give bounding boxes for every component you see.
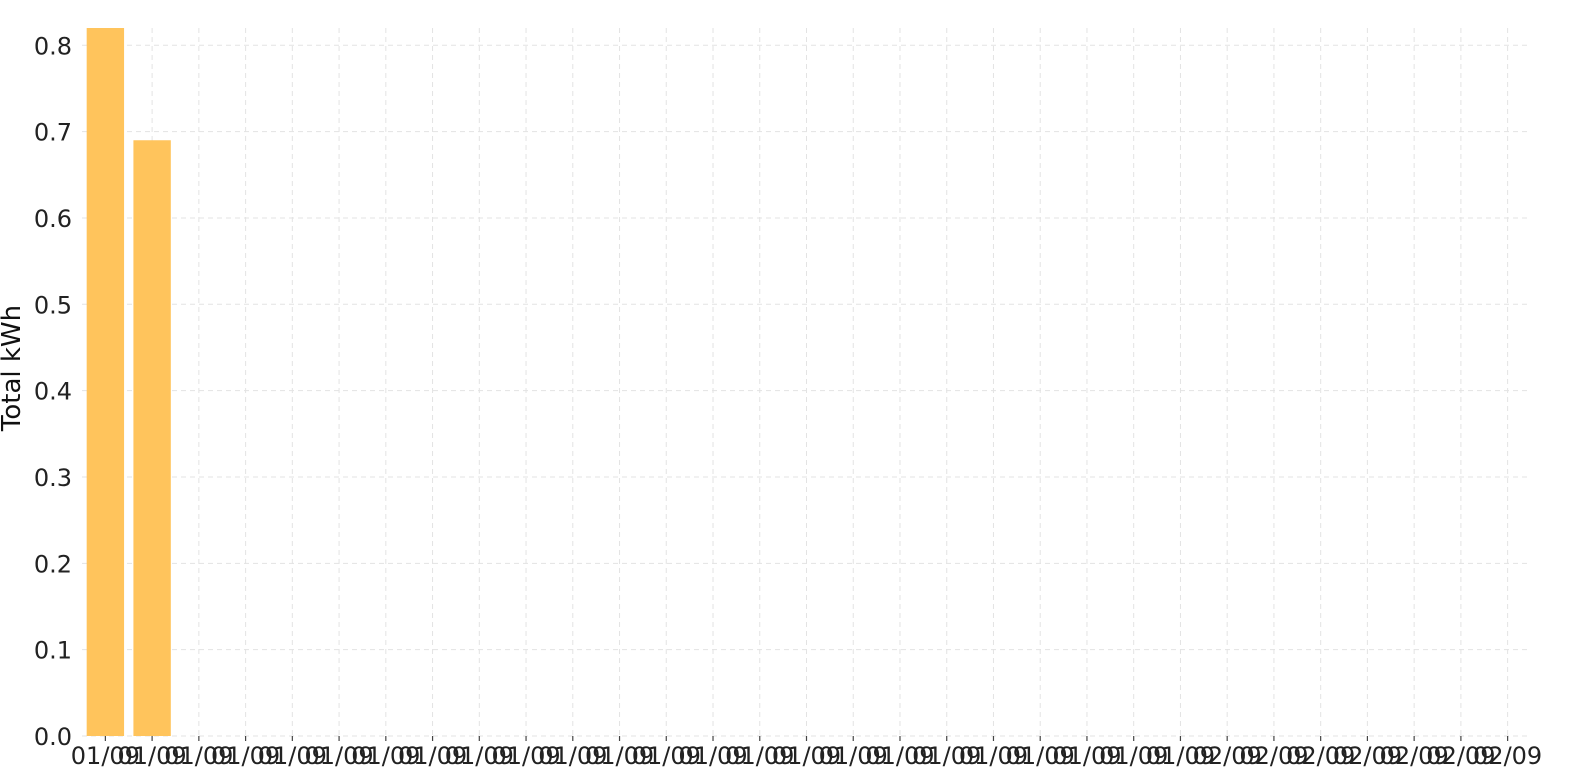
x-tick-label: 01/09: [71, 742, 140, 770]
bar: [86, 28, 125, 736]
y-tick-label: 0.4: [34, 378, 72, 406]
x-tick-label: 01/09: [632, 742, 701, 770]
x-tick-label: 01/09: [164, 742, 233, 770]
x-tick-label: 01/09: [258, 742, 327, 770]
grid-layer: [82, 28, 1531, 737]
x-tick-label: 01/09: [819, 742, 888, 770]
y-tick-label: 0.5: [34, 291, 72, 319]
y-tick-label: 0.7: [34, 119, 72, 147]
x-tick-label: 01/09: [772, 742, 841, 770]
x-tick-label: 01/09: [118, 742, 187, 770]
x-tick-label: 01/09: [865, 742, 934, 770]
x-tick-label: 01/09: [211, 742, 280, 770]
y-tick-label: 0.3: [34, 464, 72, 492]
x-tick-label: 02/09: [1473, 742, 1542, 770]
x-tick-label: 01/09: [538, 742, 607, 770]
y-tick-label: 0.6: [34, 205, 72, 233]
x-tick-label: 02/09: [1239, 742, 1308, 770]
x-tick-label: 01/09: [304, 742, 373, 770]
y-tick-label: 0.2: [34, 550, 72, 578]
x-tick-label: 01/09: [1006, 742, 1075, 770]
x-tick-label: 01/09: [678, 742, 747, 770]
x-tick-label: 01/09: [725, 742, 794, 770]
x-tick-label: 01/09: [398, 742, 467, 770]
x-tick-label: 01/09: [351, 742, 420, 770]
bar: [133, 140, 171, 736]
x-tick-label: 02/09: [1286, 742, 1355, 770]
x-tick-label: 02/09: [1380, 742, 1449, 770]
x-tick-label: 01/09: [585, 742, 654, 770]
y-axis-label: Total kWh: [0, 305, 27, 432]
y-tick-label: 0.1: [34, 637, 72, 665]
ticks-layer: 0.00.10.20.30.40.50.60.70.801/0901/0901/…: [34, 32, 1542, 770]
x-tick-label: 02/09: [1193, 742, 1262, 770]
x-tick-label: 01/09: [1146, 742, 1215, 770]
bars-layer: [86, 28, 171, 736]
x-tick-label: 01/09: [445, 742, 514, 770]
x-tick-label: 02/09: [1333, 742, 1402, 770]
y-tick-label: 0.8: [34, 32, 72, 60]
x-tick-label: 01/09: [491, 742, 560, 770]
x-tick-label: 01/09: [959, 742, 1028, 770]
x-tick-label: 01/09: [912, 742, 981, 770]
x-tick-label: 02/09: [1426, 742, 1495, 770]
x-tick-label: 01/09: [1099, 742, 1168, 770]
y-tick-label: 0.0: [34, 723, 72, 751]
x-tick-label: 01/09: [1052, 742, 1121, 770]
